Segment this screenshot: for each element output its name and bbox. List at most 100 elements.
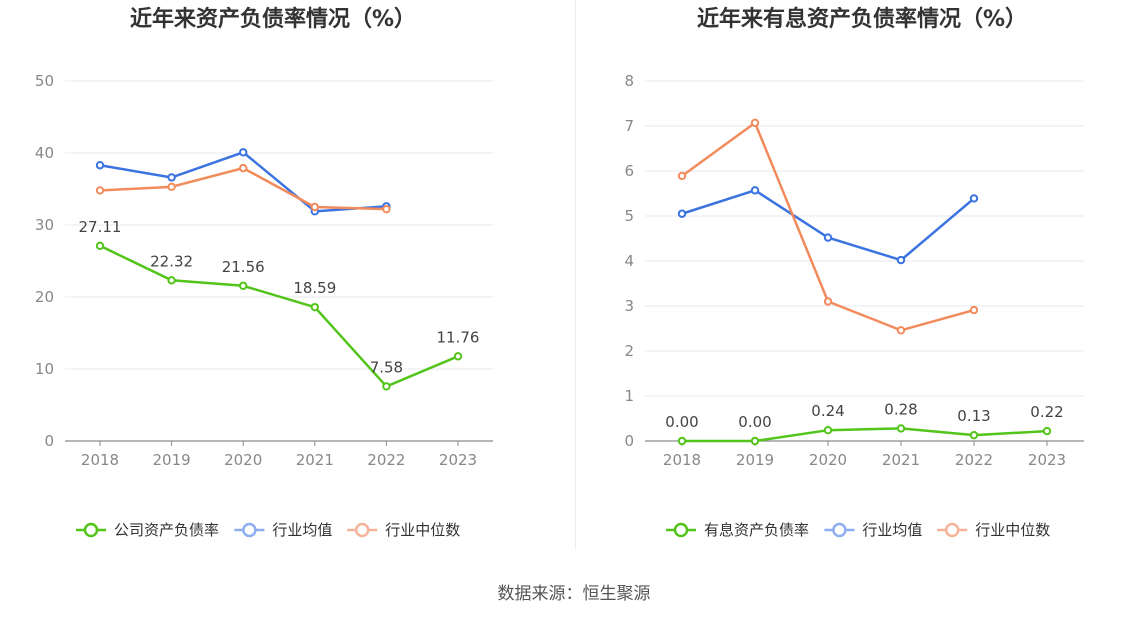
legend-item-2[interactable]: 行业中位数 <box>937 521 1050 539</box>
data-point[interactable] <box>896 255 906 265</box>
data-point[interactable] <box>382 382 391 391</box>
chart-right-svg: 近年来有息资产负债率情况（%） 0 1 2 3 4 5 6 7 8 2018 2019 2020 2021… <box>624 6 1084 539</box>
y-tick-label: 3 <box>624 297 634 315</box>
legend-label: 公司资产负债率 <box>114 521 219 539</box>
data-point[interactable] <box>823 233 833 242</box>
legend-label: 行业均值 <box>862 521 922 539</box>
series-line-1 <box>99 151 387 213</box>
data-point[interactable] <box>896 326 906 335</box>
legend-marker <box>832 522 847 538</box>
data-point[interactable] <box>823 297 833 306</box>
series-line-0 <box>99 244 459 388</box>
data-point[interactable] <box>453 352 463 361</box>
series-line-0 <box>682 427 1048 443</box>
legend-item-2[interactable]: 行业中位数 <box>347 521 460 539</box>
data-label: 21.56 <box>222 258 265 276</box>
data-label: 0.13 <box>957 407 990 425</box>
x-tick-label: 2019 <box>153 451 191 469</box>
data-label: 22.32 <box>150 252 193 270</box>
legend-marker <box>673 522 689 538</box>
legend-item-1[interactable]: 行业均值 <box>234 521 332 539</box>
y-tick-label: 1 <box>624 387 634 405</box>
data-label: 18.59 <box>293 279 336 297</box>
x-tick-label: 2020 <box>224 451 262 469</box>
x-tick-label: 2020 <box>809 451 847 469</box>
data-point[interactable] <box>95 161 105 170</box>
data-point[interactable] <box>167 173 176 182</box>
data-label: 0.22 <box>1030 403 1063 421</box>
legend-label: 行业均值 <box>272 521 332 539</box>
data-point[interactable] <box>382 204 391 214</box>
legend-item-0[interactable]: 有息资产负债率 <box>666 521 809 539</box>
x-tick-label: 2021 <box>882 451 920 469</box>
x-tick-label: 2022 <box>367 451 405 469</box>
legend-item-1[interactable]: 行业均值 <box>824 521 922 539</box>
legend-marker <box>354 522 370 538</box>
data-label: 7.58 <box>370 358 403 376</box>
x-tick-label: 2018 <box>663 451 701 469</box>
data-point[interactable] <box>823 426 833 435</box>
data-point[interactable] <box>677 171 687 181</box>
data-label: 0.28 <box>884 400 917 418</box>
data-label: 27.11 <box>79 218 122 236</box>
legend-label: 行业中位数 <box>975 521 1050 539</box>
data-point[interactable] <box>969 430 979 440</box>
legend-marker <box>944 522 960 538</box>
data-label: 0.24 <box>811 402 844 420</box>
data-point[interactable] <box>677 209 687 218</box>
y-tick-label: 30 <box>35 216 54 234</box>
data-point[interactable] <box>969 305 979 315</box>
legend-marker <box>242 522 257 538</box>
x-tick-label: 2018 <box>81 451 119 469</box>
data-label: 11.76 <box>437 328 480 346</box>
x-tick-label: 2022 <box>955 451 993 469</box>
x-tick-label: 2021 <box>296 451 334 469</box>
data-point[interactable] <box>167 182 176 192</box>
data-point[interactable] <box>750 118 760 128</box>
data-label: 0.00 <box>738 413 771 431</box>
chart-left-svg: 近年来资产负债率情况（%） 0 10 20 30 40 50 2018 2019 2020 2021… <box>35 6 493 539</box>
data-point[interactable] <box>95 186 105 195</box>
data-point[interactable] <box>896 424 906 433</box>
x-tick-label: 2023 <box>439 451 477 469</box>
x-tick-label: 2019 <box>736 451 774 469</box>
series-line-1 <box>681 189 975 262</box>
data-point[interactable] <box>310 302 319 312</box>
data-point[interactable] <box>1042 426 1052 436</box>
data-point[interactable] <box>310 202 319 212</box>
y-tick-label: 2 <box>624 342 634 360</box>
data-point[interactable] <box>239 148 248 157</box>
data-point[interactable] <box>750 436 760 446</box>
chart-left: 近年来资产负债率情况（%） 0 10 20 30 40 50 2018 2019 2020 2021… <box>0 0 574 560</box>
data-point[interactable] <box>677 436 687 446</box>
chart-title: 近年来有息资产负债率情况（%） <box>697 6 1027 32</box>
legend-label: 行业中位数 <box>385 521 460 539</box>
data-point[interactable] <box>167 276 176 285</box>
y-tick-label: 6 <box>624 162 634 180</box>
y-tick-label: 8 <box>624 72 634 90</box>
y-tick-label: 5 <box>624 207 634 225</box>
data-point[interactable] <box>239 163 248 173</box>
data-source: 数据来源：恒生聚源 <box>497 584 651 604</box>
legend-item-0[interactable]: 公司资产负债率 <box>76 521 219 539</box>
chart-title: 近年来资产负债率情况（%） <box>130 6 416 32</box>
y-tick-label: 0 <box>624 432 634 450</box>
data-point[interactable] <box>239 281 248 290</box>
legend-label: 有息资产负债率 <box>704 521 809 539</box>
y-tick-label: 10 <box>35 360 54 378</box>
y-tick-label: 50 <box>35 72 54 90</box>
panel-divider <box>575 0 576 550</box>
y-tick-label: 7 <box>624 117 634 135</box>
data-point[interactable] <box>969 194 979 203</box>
legend-marker <box>83 522 99 538</box>
data-label: 0.00 <box>665 413 698 431</box>
y-tick-label: 40 <box>35 144 54 162</box>
data-point[interactable] <box>95 241 105 251</box>
x-tick-label: 2023 <box>1028 451 1066 469</box>
y-tick-label: 0 <box>44 432 54 450</box>
y-tick-label: 4 <box>624 252 634 270</box>
chart-right: 近年来有息资产负债率情况（%） 0 1 2 3 4 5 6 7 8 2018 2019 2020 2021… <box>576 0 1148 560</box>
data-point[interactable] <box>750 186 760 195</box>
y-tick-label: 20 <box>35 288 54 306</box>
series-line-2 <box>99 166 387 211</box>
